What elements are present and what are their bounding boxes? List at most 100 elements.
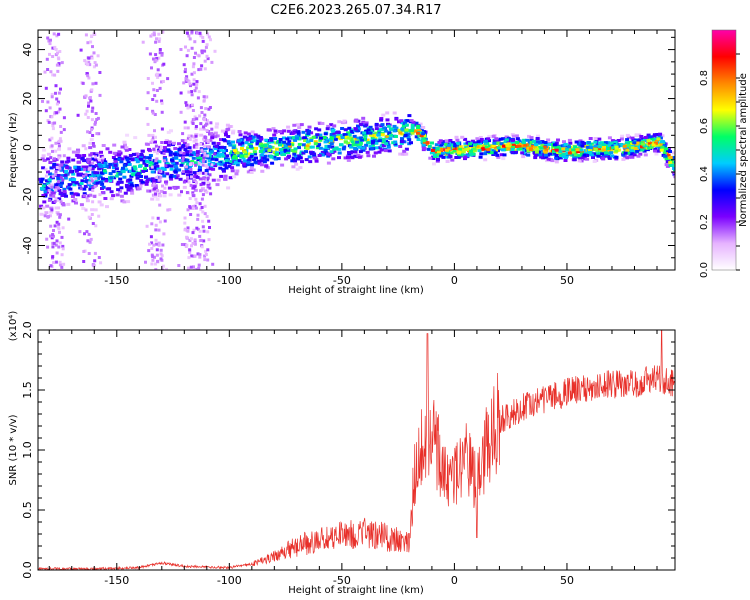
heatmap-cell: [379, 144, 384, 148]
heatmap-cell: [365, 138, 370, 142]
heatmap-cell: [94, 174, 99, 178]
heatmap-cell: [141, 169, 146, 173]
heatmap-cell: [337, 156, 341, 160]
heatmap-cell: [568, 141, 573, 145]
heatmap-cell: [155, 157, 159, 161]
spectrogram-x-label: Height of straight line (km): [288, 285, 424, 296]
heatmap-cell: [154, 238, 158, 242]
heatmap-cell: [146, 77, 150, 80]
heatmap-cell: [607, 144, 612, 148]
heatmap-cell: [601, 143, 606, 147]
heatmap-cell: [210, 163, 214, 167]
heatmap-cell: [350, 130, 355, 133]
heatmap-cell: [159, 194, 163, 198]
heatmap-cell: [477, 149, 482, 153]
heatmap-cell: [269, 155, 274, 159]
heatmap-cell: [368, 125, 373, 129]
heatmap-cell: [188, 134, 193, 138]
heatmap-cell: [177, 193, 182, 197]
heatmap-cell: [55, 239, 59, 243]
heatmap-cell: [204, 172, 208, 175]
heatmap-cell: [518, 147, 523, 151]
heatmap-cell: [138, 158, 143, 161]
heatmap-cell: [215, 183, 220, 187]
heatmap-cell: [365, 150, 370, 154]
heatmap-cell: [651, 143, 656, 147]
heatmap-cell: [128, 154, 133, 157]
heatmap-cell: [67, 183, 72, 187]
heatmap-cell: [382, 126, 387, 130]
heatmap-cell: [157, 56, 161, 60]
heatmap-cell: [151, 136, 155, 140]
heatmap-cell: [100, 158, 104, 162]
heatmap-cell: [641, 142, 646, 146]
heatmap-cell: [435, 159, 440, 163]
heatmap-cell: [539, 146, 544, 150]
heatmap-cell: [616, 139, 621, 142]
heatmap-cell: [610, 139, 615, 143]
heatmap-cell: [204, 253, 208, 256]
heatmap-cell: [87, 183, 92, 187]
heatmap-cell: [504, 135, 509, 139]
heatmap-cell: [625, 133, 630, 137]
heatmap-cell: [84, 165, 89, 169]
heatmap-cell: [322, 136, 327, 139]
heatmap-cell: [57, 57, 61, 61]
heatmap-cell: [210, 60, 214, 64]
heatmap-cell: [397, 128, 402, 132]
heatmap-cell: [622, 144, 627, 148]
heatmap-cell: [448, 155, 453, 159]
heatmap-cell: [53, 45, 57, 49]
heatmap-cell: [481, 147, 486, 151]
heatmap-cell: [224, 149, 228, 152]
heatmap-cell: [160, 110, 164, 114]
heatmap-cell: [419, 134, 424, 138]
colorbar-tick-label: 0.2: [699, 214, 710, 230]
heatmap-cell: [155, 57, 159, 61]
heatmap-cell: [400, 152, 405, 156]
heatmap-cell: [189, 237, 193, 241]
heatmap-cell: [91, 152, 96, 156]
heatmap-cell: [250, 153, 255, 157]
heatmap-cell: [531, 149, 536, 153]
heatmap-cell: [151, 81, 154, 85]
heatmap-cell: [81, 81, 85, 85]
heatmap-cell: [205, 54, 209, 58]
colorbar-ticks: 0.00.20.40.60.8: [699, 53, 740, 278]
heatmap-cell: [330, 145, 335, 149]
heatmap-cell: [317, 128, 322, 132]
heatmap-cell: [149, 141, 153, 144]
heatmap-cell: [154, 58, 158, 62]
snr-scale-note: (x10⁴): [8, 311, 19, 342]
heatmap-cell: [318, 146, 323, 150]
heatmap-cell: [398, 145, 403, 148]
heatmap-cell: [191, 231, 195, 235]
heatmap-cell: [98, 175, 103, 179]
heatmap-cell: [337, 147, 342, 151]
heatmap-cell: [59, 200, 63, 204]
heatmap-cell: [51, 46, 55, 50]
heatmap-cell: [342, 119, 347, 123]
heatmap-cell: [201, 219, 205, 223]
heatmap-cell: [487, 139, 491, 143]
heatmap-cell: [52, 165, 56, 169]
heatmap-cell: [47, 215, 50, 218]
heatmap-cell: [195, 145, 199, 149]
heatmap-cell: [182, 63, 186, 67]
heatmap-cell: [192, 82, 196, 86]
heatmap-cell: [51, 255, 55, 259]
heatmap-cell: [580, 144, 585, 148]
heatmap-cell: [243, 131, 248, 135]
heatmap-cell: [206, 185, 210, 189]
heatmap-cell: [209, 138, 213, 142]
heatmap-cell: [140, 180, 145, 184]
heatmap-cell: [189, 153, 194, 157]
heatmap-cell: [571, 148, 576, 152]
heatmap-cell: [415, 131, 420, 135]
heatmap-cell: [353, 143, 358, 147]
heatmap-cell: [441, 155, 446, 159]
heatmap-cell: [630, 136, 635, 140]
heatmap-cell: [410, 131, 415, 135]
heatmap-cell: [57, 227, 61, 231]
heatmap-cell: [491, 151, 496, 155]
